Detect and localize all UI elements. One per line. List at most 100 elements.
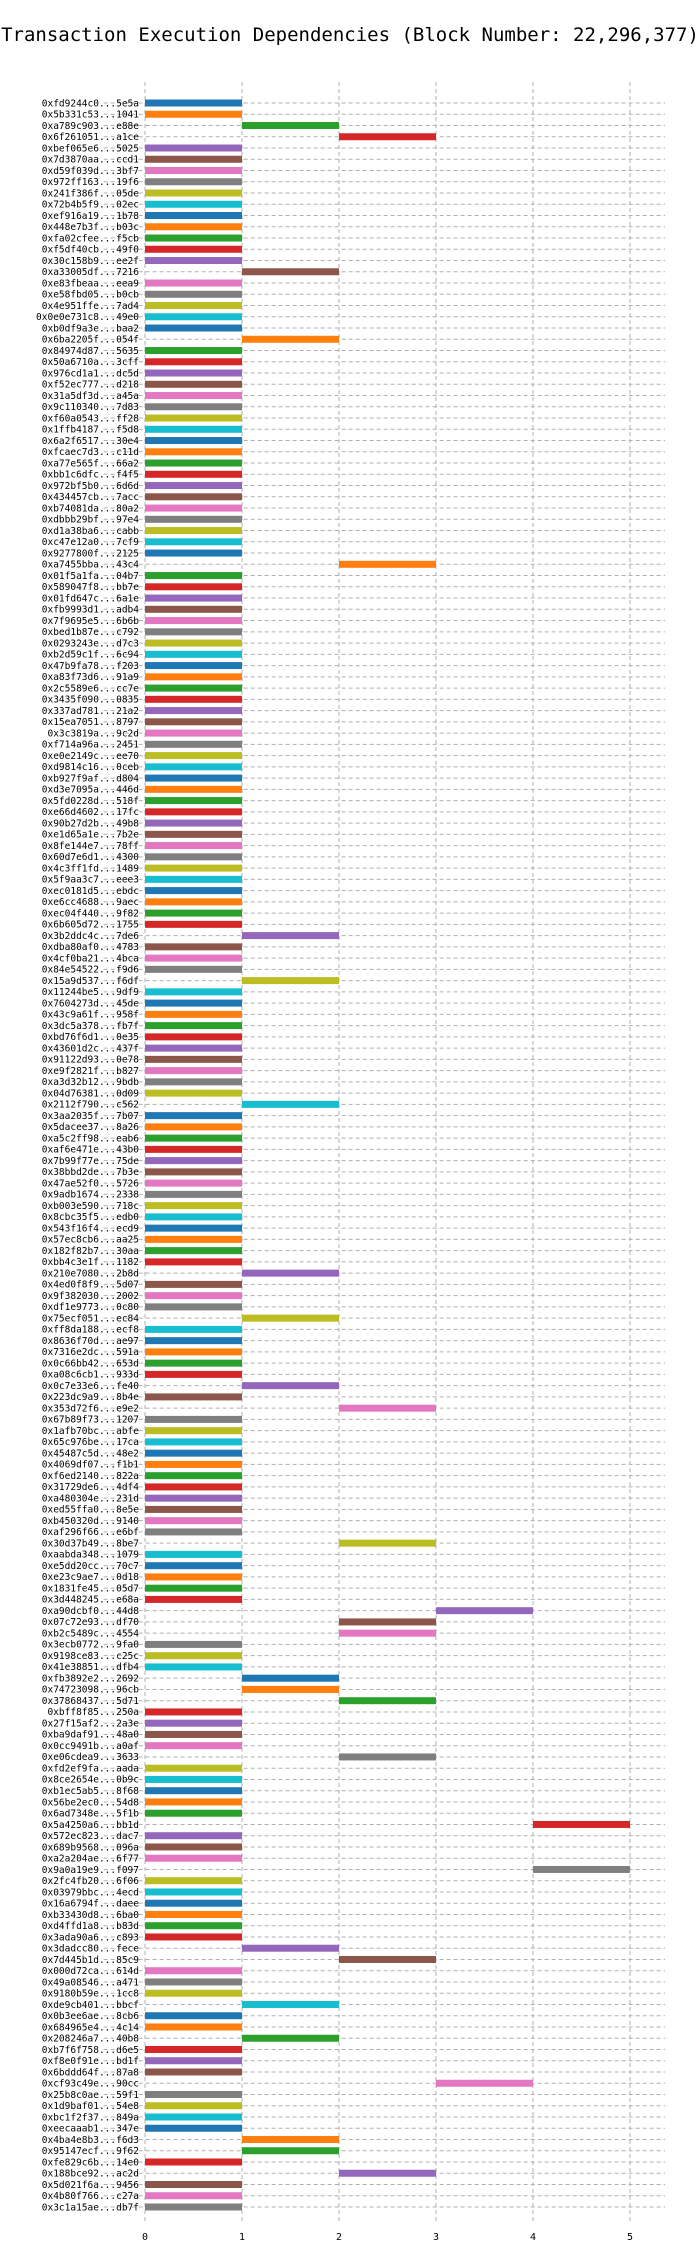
transaction-label: 0x434457cb...7acc <box>42 492 139 503</box>
transaction-bar <box>145 2124 242 2132</box>
transaction-bar <box>145 1123 242 1131</box>
transaction-label: 0x1d9baf01...54e8 <box>42 2101 140 2112</box>
transaction-bar <box>145 662 242 670</box>
transaction-label: 0x6b605d72...1755 <box>42 920 139 931</box>
transaction-label: 0x95147ecf...9f62 <box>42 2146 139 2157</box>
transaction-bar <box>242 1685 339 1693</box>
transaction-bars <box>145 99 630 2211</box>
transaction-bar <box>145 1292 242 1300</box>
transaction-bar <box>145 1157 242 1165</box>
transaction-bar <box>145 2102 242 2110</box>
transaction-label: 0xa3d32b12...9bdb <box>42 1077 140 1088</box>
transaction-bar <box>145 1652 242 1660</box>
x-tick-label: 1 <box>239 2232 245 2243</box>
transaction-bar <box>145 954 242 962</box>
transaction-label: 0xf8e0f91e...bd1f <box>42 2056 139 2067</box>
transaction-bar <box>339 1629 436 1637</box>
transaction-bar <box>145 2045 242 2053</box>
transaction-bar <box>242 977 339 985</box>
transaction-bar <box>145 1730 242 1738</box>
transaction-label: 0x8636f70d...ae97 <box>42 1336 139 1347</box>
transaction-label: 0xe06cdea9...3633 <box>42 1752 139 1763</box>
transaction-label: 0x9277800f...2125 <box>42 548 139 559</box>
transaction-bar <box>339 1753 436 1761</box>
transaction-bar <box>145 1595 242 1603</box>
transaction-label: 0xa77e565f...66a2 <box>42 458 139 469</box>
transaction-bar <box>145 515 242 523</box>
transaction-bar <box>145 752 242 760</box>
transaction-bar <box>145 549 242 557</box>
transaction-label: 0x75ecf051...ec84 <box>42 1313 140 1324</box>
transaction-bar <box>145 1663 242 1671</box>
transaction-label: 0x07c72e93...df70 <box>42 1617 140 1628</box>
transaction-bar <box>533 1820 630 1828</box>
transaction-label: 0x47ae52f0...5726 <box>42 1178 140 1189</box>
transaction-label: 0x3d448245...e68a <box>42 1595 139 1606</box>
transaction-label: 0x000d72ca...614d <box>42 1966 139 1977</box>
transaction-bar <box>145 2012 242 2020</box>
transaction-bar <box>145 830 242 838</box>
transaction-label: 0x74723098...96cb <box>42 1685 140 1696</box>
transaction-label: 0x7316e2dc...591a <box>42 1347 139 1358</box>
transaction-label: 0xba9daf91...48a0 <box>42 1730 140 1741</box>
transaction-bar <box>145 437 242 445</box>
transaction-label: 0xf60a0543...ff28 <box>42 413 140 424</box>
x-tick-label: 5 <box>627 2232 633 2243</box>
transaction-bar <box>145 628 242 636</box>
transaction-label: 0x223dc9a9...8b4e <box>42 1392 140 1403</box>
transaction-label: 0xb74081da...80a2 <box>42 503 139 514</box>
transaction-label: 0x5f9aa3c7...eee3 <box>42 875 139 886</box>
transaction-label: 0x182f82b7...30aa <box>42 1246 139 1257</box>
transaction-bar <box>145 707 242 715</box>
transaction-bar <box>145 1888 242 1896</box>
transaction-bar <box>242 1382 339 1390</box>
transaction-label: 0xe1d65a1e...7b2e <box>42 830 140 841</box>
transaction-label: 0x03979bbc...4ecd <box>42 1887 139 1898</box>
transaction-label: 0x5d021f6a...9456 <box>42 2180 140 2191</box>
transaction-bar <box>242 1944 339 1952</box>
transaction-bar <box>145 875 242 883</box>
transaction-label: 0xdf1e9773...0c80 <box>42 1302 140 1313</box>
transaction-bar <box>145 1910 242 1918</box>
transaction-label: 0x15a9d537...f6df <box>42 976 139 987</box>
transaction-label: 0x3dc5a378...fb7f <box>42 1021 139 1032</box>
transaction-label: 0x0cc9491b...a0af <box>42 1741 139 1752</box>
transaction-bar <box>145 1438 242 1446</box>
transaction-bar <box>145 1472 242 1480</box>
transaction-label: 0x0e0e731c8...49e0 <box>36 312 139 323</box>
transaction-label: 0xec0181d5...ebdc <box>42 886 139 897</box>
transaction-bar <box>339 1955 436 1963</box>
transaction-label: 0x572ec823...dac7 <box>42 1831 139 1842</box>
transaction-bar <box>145 527 242 535</box>
transaction-bar <box>242 2000 339 2008</box>
transaction-bar <box>145 1562 242 1570</box>
transaction-label: 0x60d7e6d1...4300 <box>42 852 140 863</box>
transaction-bar <box>145 1393 242 1401</box>
transaction-label: 0x976cd1a1...dc5d <box>42 368 139 379</box>
transaction-label: 0xb2d59c1f...6c94 <box>42 650 140 661</box>
transaction-bar <box>242 2147 339 2155</box>
transaction-bar <box>145 853 242 861</box>
transaction-label: 0xe0e2149c...ee70 <box>42 751 140 762</box>
transaction-bar <box>145 1089 242 1097</box>
transaction-label: 0x38bbd2de...7b3e <box>42 1167 140 1178</box>
transaction-bar <box>242 122 339 130</box>
transaction-label: 0x0c7e33e6...fe40 <box>42 1381 140 1392</box>
transaction-bar <box>145 965 242 973</box>
transaction-bar <box>145 1460 242 1468</box>
transaction-label: 0xbc1f2f37...849a <box>42 2112 139 2123</box>
transaction-bar <box>145 718 242 726</box>
transaction-label: 0x9adb1674...2338 <box>42 1190 140 1201</box>
transaction-label: 0x30d37b49...8be7 <box>42 1538 139 1549</box>
transaction-label: 0xe5dd20cc...70c7 <box>42 1561 139 1572</box>
transaction-label: 0x6ad7348e...5f1b <box>42 1809 140 1820</box>
transaction-label: 0x57ec8cb6...aa25 <box>42 1235 139 1246</box>
transaction-bar <box>145 1067 242 1075</box>
transaction-label: 0xfa02cfee...f5cb <box>42 233 140 244</box>
transaction-bar <box>145 1809 242 1817</box>
transaction-label: 0x9a0a19e9...f097 <box>42 1865 139 1876</box>
transaction-label: 0x972bf5b0...6d6d <box>42 481 139 492</box>
transaction-label: 0x2fc4fb20...6f06 <box>42 1876 140 1887</box>
transaction-bar <box>145 763 242 771</box>
transaction-bar <box>145 482 242 490</box>
